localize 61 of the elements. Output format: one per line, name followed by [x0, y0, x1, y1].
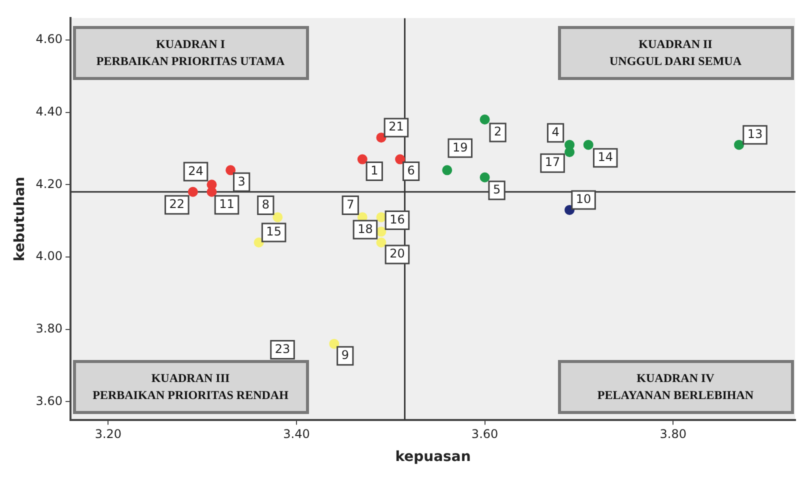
annotation: 5 [492, 182, 501, 197]
point [376, 238, 386, 248]
annotation: 23 [274, 342, 290, 356]
annotation: KUADRAN II UNGGUL DARI SEMUA [609, 36, 742, 70]
annotation: KUADRAN III PERBAIKAN PRIORITAS RENDAH [92, 370, 288, 404]
point [254, 238, 264, 248]
annotation: 7 [346, 197, 354, 212]
annotation: KUADRAN I PERBAIKAN PRIORITAS UTAMA [96, 36, 285, 70]
annotation: 21 [388, 120, 404, 134]
annotation: 14 [598, 150, 614, 164]
point [442, 165, 452, 176]
point [734, 140, 744, 150]
quadrant-box: KUADRAN II UNGGUL DARI SEMUA [558, 26, 794, 80]
point [564, 147, 575, 158]
point [376, 226, 386, 237]
annotation: 10 [576, 192, 592, 206]
y-tick-label: 3.80 [36, 321, 63, 336]
annotation: 18 [358, 222, 373, 236]
x-tick-label: 3.60 [471, 427, 498, 442]
x-tick-label: 3.80 [660, 427, 686, 442]
annotation: 17 [544, 155, 560, 170]
quadrant-box: KUADRAN I PERBAIKAN PRIORITAS UTAMA [72, 26, 309, 80]
y-tick-label: 4.20 [36, 176, 63, 191]
annotation: 11 [219, 196, 234, 211]
annotation: 20 [390, 246, 405, 261]
annotation: 15 [266, 224, 282, 239]
annotation: 22 [169, 196, 185, 211]
point [272, 212, 283, 222]
point [376, 132, 386, 143]
annotation: 13 [747, 126, 763, 141]
point [376, 212, 386, 222]
y-tick-label: 4.40 [36, 104, 63, 118]
annotation: 1 [370, 163, 378, 178]
point [226, 165, 236, 176]
quadrant-box: KUADRAN IV PELAYANAN BERLEBIHAN [558, 360, 794, 414]
annotation: 8 [262, 197, 270, 212]
y-tick-label: 4.60 [36, 32, 63, 46]
annotation: 19 [452, 140, 468, 154]
point [188, 186, 198, 197]
annotation: KUADRAN IV PELAYANAN BERLEBIHAN [597, 370, 754, 404]
point [357, 154, 368, 164]
point [583, 140, 594, 150]
annotation: 24 [188, 164, 204, 178]
point [329, 338, 340, 349]
annotation: 9 [341, 348, 349, 362]
point [480, 172, 490, 182]
y-tick-label: 4.00 [36, 249, 63, 264]
annotation: 3 [238, 174, 246, 188]
annotation: 16 [390, 212, 405, 226]
point [206, 180, 217, 190]
y-axis-title: kebutuhan [12, 176, 28, 262]
x-axis-title: kepuasan [395, 449, 471, 466]
annotation: 4 [552, 124, 560, 139]
annotation: 2 [494, 124, 502, 139]
annotation: 6 [407, 163, 415, 178]
quadrant-box: KUADRAN III PERBAIKAN PRIORITAS RENDAH [72, 360, 309, 414]
point [395, 154, 406, 164]
x-tick-label: 3.40 [283, 427, 310, 442]
y-tick-label: 3.60 [36, 394, 63, 408]
x-tick-label: 3.20 [94, 427, 122, 442]
point [480, 114, 490, 125]
